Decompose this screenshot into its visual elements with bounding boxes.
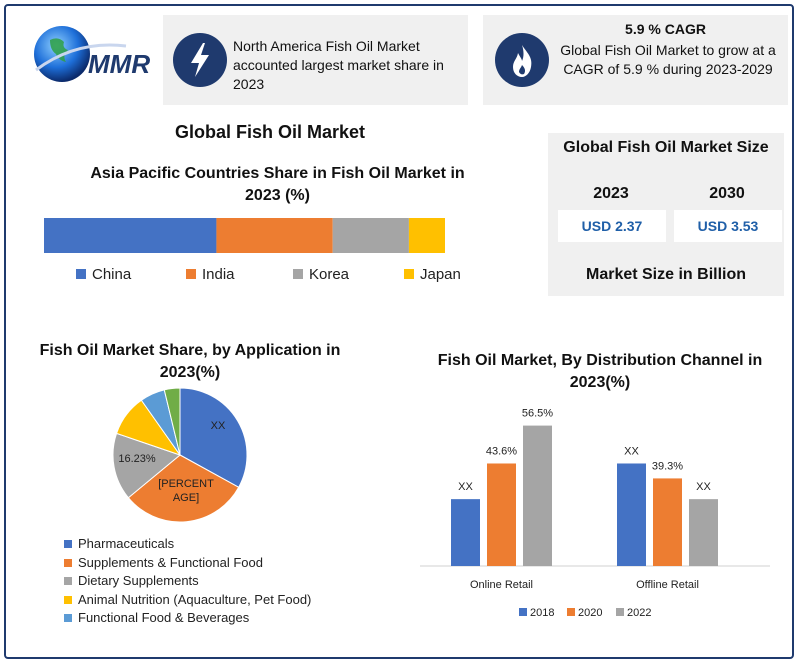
distribution-chart-title: Fish Oil Market, By Distribution Channel… (437, 352, 763, 391)
legend-label: Korea (309, 266, 350, 283)
bar-offline-retail-2018 (617, 463, 646, 566)
bar-data-label: 56.5% (522, 408, 553, 420)
legend-swatch (616, 608, 624, 616)
pie-slice-5 (163, 387, 181, 456)
bar-online-retail-2022 (523, 425, 552, 566)
legend-swatch (64, 540, 72, 548)
bar-data-label: 39.3% (652, 460, 683, 472)
pie-slice-0 (179, 387, 248, 488)
pie-data-label: AGE] (173, 492, 199, 504)
header-card-text: North America Fish Oil Market accounted … (233, 38, 444, 92)
bar-online-retail-2020 (487, 463, 516, 566)
value-2023: USD 2.37 (558, 210, 666, 242)
legend-item-china: China (76, 266, 131, 283)
legend-swatch (519, 608, 527, 616)
pie-slice-1 (127, 454, 240, 523)
pie-data-label: 16.23% (118, 453, 156, 465)
legend-swatch (64, 595, 72, 604)
stacked-chart-title: Asia Pacific Countries Share in Fish Oil… (90, 165, 465, 204)
flame-icon (495, 33, 549, 87)
pie-legend-item: Animal Nutrition (Aquaculture, Pet Food) (64, 592, 311, 607)
x-tick-label: Offline Retail (636, 579, 699, 591)
legend-label: Functional Food & Beverages (78, 610, 250, 625)
bar-offline-retail-2022 (689, 499, 718, 566)
legend-label: Dietary Supplements (78, 573, 199, 588)
pie-legend-item: Functional Food & Beverages (64, 610, 249, 625)
legend-swatch (64, 577, 72, 585)
value-2030: USD 3.53 (674, 210, 782, 242)
legend-label: Pharmaceuticals (78, 536, 175, 551)
bar-data-label: 43.6% (486, 445, 517, 457)
legend-item-india: India (186, 266, 235, 283)
year-2023: 2023 (593, 185, 629, 202)
legend-swatch (567, 608, 575, 616)
legend-label: 2022 (627, 607, 651, 619)
cagr-text: Global Fish Oil Market to grow at a CAGR… (560, 42, 776, 77)
legend-label: Supplements & Functional Food (78, 554, 263, 570)
market-size-footer: Market Size in Billion (585, 266, 747, 283)
header-card-north-america: North America Fish Oil Market accounted … (163, 15, 468, 105)
bar-data-label: XX (624, 445, 639, 457)
pie-chart-title: Fish Oil Market Share, by Application in… (39, 342, 341, 381)
legend-swatch (293, 269, 303, 279)
pie-legend-item: Pharmaceuticals (64, 536, 174, 551)
logo: MMR (30, 18, 170, 98)
legend-item-japan: Japan (404, 266, 461, 283)
stacked-segment-india (216, 218, 333, 253)
pie-data-label: [PERCENT (158, 478, 214, 490)
pie-data-label: XX (211, 420, 226, 432)
stacked-segment-japan (408, 218, 445, 253)
logo-text: MMR (88, 49, 150, 79)
legend-label: China (92, 266, 132, 283)
bar-data-label: XX (696, 481, 711, 493)
bar-online-retail-2018 (451, 499, 480, 566)
stacked-segment-korea (332, 218, 409, 253)
year-2030: 2030 (709, 185, 745, 202)
bar-data-label: XX (458, 481, 473, 493)
pie-legend-item: Dietary Supplements (64, 573, 199, 588)
lightning-icon (173, 33, 227, 87)
legend-label: 2018 (530, 607, 554, 619)
header-card-cagr: 5.9 % CAGR Global Fish Oil Market to gro… (483, 15, 788, 105)
legend-swatch (64, 558, 72, 567)
legend-label: 2020 (578, 607, 602, 619)
legend-item-korea: Korea (293, 266, 349, 283)
x-tick-label: Online Retail (470, 579, 533, 591)
cagr-title: 5.9 % CAGR (625, 21, 706, 37)
legend-label: India (202, 266, 235, 283)
legend-swatch (404, 269, 414, 279)
legend-swatch (64, 614, 72, 622)
market-size-title: Global Fish Oil Market Size (563, 139, 769, 156)
bar-offline-retail-2020 (653, 478, 682, 566)
market-size-panel: Global Fish Oil Market Size 2023 2030 US… (548, 133, 784, 296)
legend-label: Animal Nutrition (Aquaculture, Pet Food) (78, 591, 312, 607)
legend-swatch (186, 269, 196, 279)
legend-swatch (76, 269, 86, 279)
page-frame (4, 4, 794, 659)
stacked-segment-china (44, 218, 217, 253)
main-title: Global Fish Oil Market (174, 122, 366, 142)
legend-label: Japan (420, 266, 461, 283)
pie-legend-item: Supplements & Functional Food (64, 555, 263, 570)
